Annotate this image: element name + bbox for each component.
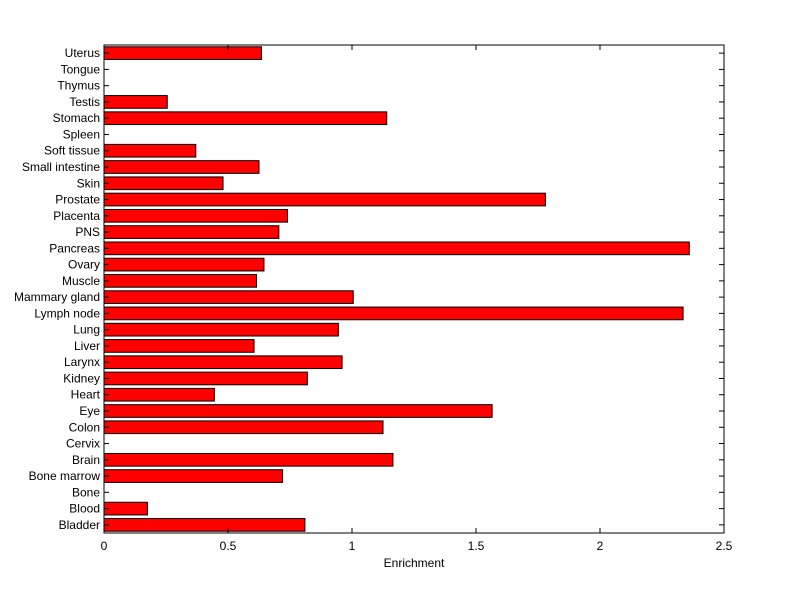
y-tick-label-uterus: Uterus xyxy=(65,46,100,60)
bar-heart xyxy=(103,387,215,402)
y-tick-label-cervix: Cervix xyxy=(66,437,100,451)
bar-placenta xyxy=(103,208,289,223)
plot-frame xyxy=(103,44,725,534)
y-tick-label-muscle: Muscle xyxy=(62,274,100,288)
y-tick-label-placenta: Placenta xyxy=(53,209,100,223)
x-tick-label-2: 1 xyxy=(349,539,356,553)
y-tick-label-prostate: Prostate xyxy=(55,193,100,207)
bar-mammary-gland xyxy=(103,290,354,304)
bar-testis xyxy=(103,95,168,109)
bar-prostate xyxy=(103,192,546,207)
y-tick-label-pns: PNS xyxy=(75,225,100,239)
bar-lymph-node xyxy=(103,306,684,321)
bar-bladder xyxy=(103,518,306,532)
y-tick-label-stomach: Stomach xyxy=(53,111,100,125)
bar-lung xyxy=(103,322,339,337)
y-tick-label-bone: Bone xyxy=(72,485,100,499)
y-tick-label-thymus: Thymus xyxy=(57,79,100,93)
x-tick-label-1: 0.5 xyxy=(220,539,237,553)
y-tick-label-testis: Testis xyxy=(69,95,100,109)
y-tick-label-heart: Heart xyxy=(71,388,101,402)
x-tick-label-3: 1.5 xyxy=(468,539,485,553)
bars-group xyxy=(103,46,690,532)
y-tick-label-pancreas: Pancreas xyxy=(49,241,100,255)
bar-soft-tissue xyxy=(103,143,197,158)
bar-skin xyxy=(103,176,224,191)
x-axis: 0 0.5 1 1.5 2 2.5 xyxy=(101,45,733,553)
y-tick-label-eye: Eye xyxy=(79,404,100,418)
y-tick-label-ovary: Ovary xyxy=(68,258,100,272)
bar-brain xyxy=(103,452,394,467)
bar-stomach xyxy=(103,111,388,126)
y-tick-label-bone-marrow: Bone marrow xyxy=(29,469,101,483)
bar-liver xyxy=(103,339,255,353)
y-tick-label-mammary-gland: Mammary gland xyxy=(14,290,100,304)
bar-pns xyxy=(103,225,280,239)
y-tick-label-spleen: Spleen xyxy=(63,127,100,141)
y-tick-label-larynx: Larynx xyxy=(64,355,100,369)
y-tick-label-blood: Blood xyxy=(69,502,100,516)
y-tick-label-lung: Lung xyxy=(73,323,100,337)
bar-muscle xyxy=(103,274,258,288)
x-tick-label-5: 2.5 xyxy=(716,539,733,553)
y-tick-label-small-intestine: Small intestine xyxy=(22,160,100,174)
bar-kidney xyxy=(103,371,308,386)
bar-eye xyxy=(103,404,493,418)
bar-small-intestine xyxy=(103,160,260,174)
y-tick-label-bladder: Bladder xyxy=(59,518,100,532)
bar-ovary xyxy=(103,257,265,272)
y-tick-label-colon: Colon xyxy=(69,420,100,434)
y-tick-label-skin: Skin xyxy=(77,176,100,190)
y-tick-label-lymph-node: Lymph node xyxy=(34,306,100,320)
y-tick-label-kidney: Kidney xyxy=(63,371,100,385)
x-tick-label-0: 0 xyxy=(101,539,108,553)
bar-bone-marrow xyxy=(103,469,284,483)
y-tick-label-tongue: Tongue xyxy=(61,62,101,76)
y-axis: Bladder Blood Bone Bone marrow Brain Cervix Co… xyxy=(14,46,724,532)
y-tick-label-liver: Liver xyxy=(74,339,100,353)
y-tick-label-brain: Brain xyxy=(72,453,100,467)
bar-pancreas xyxy=(103,241,690,256)
bar-colon xyxy=(103,420,384,435)
x-axis-label: Enrichment xyxy=(384,556,445,570)
x-tick-label-4: 2 xyxy=(597,539,604,553)
y-tick-label-soft-tissue: Soft tissue xyxy=(44,144,100,158)
bar-blood xyxy=(103,501,148,516)
bar-larynx xyxy=(103,355,343,370)
bar-uterus xyxy=(103,46,262,60)
